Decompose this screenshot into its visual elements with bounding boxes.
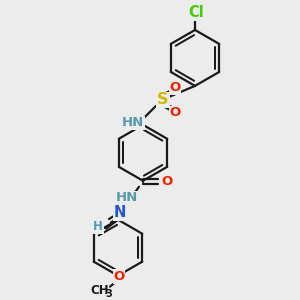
Text: 3: 3 — [106, 289, 112, 298]
Text: HN: HN — [116, 191, 138, 204]
Text: O: O — [169, 81, 181, 94]
Text: N: N — [114, 205, 126, 220]
Text: Cl: Cl — [188, 5, 204, 20]
Text: H: H — [93, 220, 103, 233]
Text: O: O — [113, 270, 124, 283]
Text: O: O — [161, 175, 172, 188]
Text: S: S — [157, 92, 169, 107]
Text: O: O — [169, 106, 181, 119]
Text: HN: HN — [122, 116, 144, 129]
Text: CH: CH — [91, 284, 109, 297]
